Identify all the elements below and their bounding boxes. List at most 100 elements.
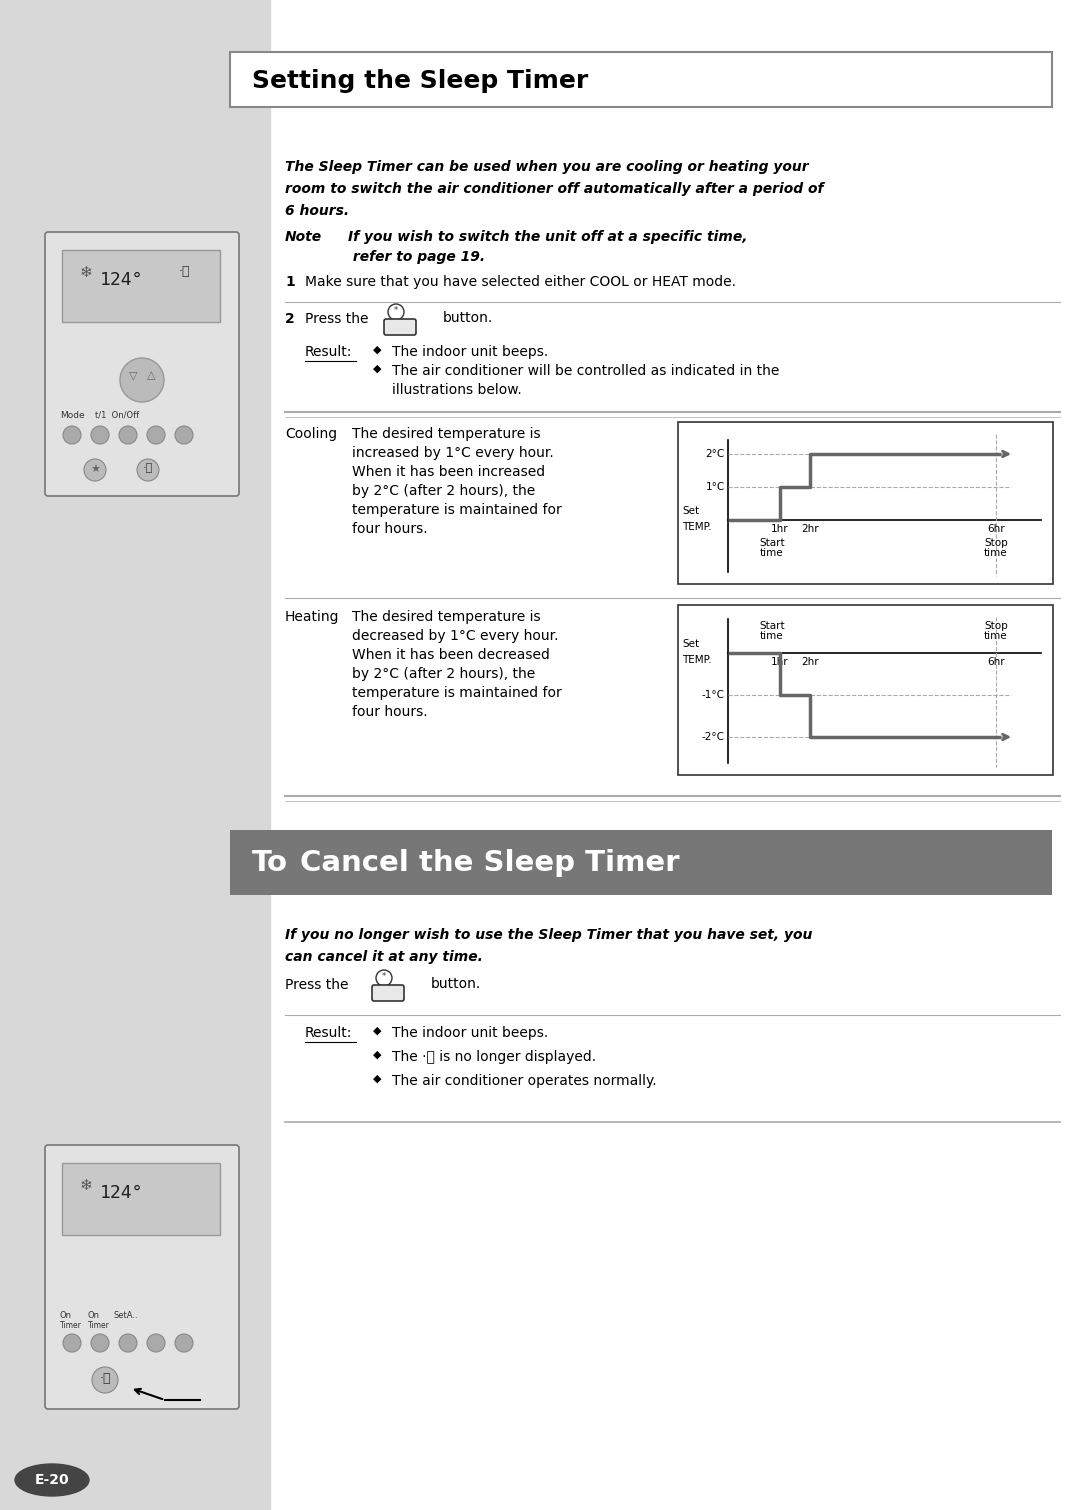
Text: Heating: Heating bbox=[285, 610, 339, 624]
Circle shape bbox=[147, 426, 165, 444]
Text: The Sleep Timer can be used when you are cooling or heating your: The Sleep Timer can be used when you are… bbox=[285, 160, 809, 174]
Text: ◆: ◆ bbox=[373, 1025, 381, 1036]
Text: Mode: Mode bbox=[60, 411, 84, 420]
Text: ◆: ◆ bbox=[373, 344, 381, 355]
Text: TEMP.: TEMP. bbox=[681, 655, 712, 664]
Text: 2hr: 2hr bbox=[801, 524, 819, 535]
Text: can cancel it at any time.: can cancel it at any time. bbox=[285, 950, 483, 963]
Text: ·ⓓ: ·ⓓ bbox=[143, 464, 153, 473]
Text: Timer: Timer bbox=[60, 1321, 82, 1329]
FancyBboxPatch shape bbox=[45, 1145, 239, 1409]
Text: temperature is maintained for: temperature is maintained for bbox=[352, 686, 562, 701]
Text: Result:: Result: bbox=[305, 344, 352, 359]
Text: time: time bbox=[984, 631, 1008, 642]
Text: TEMP.: TEMP. bbox=[681, 522, 712, 532]
Text: △: △ bbox=[147, 370, 156, 381]
Text: Cooling: Cooling bbox=[285, 427, 337, 441]
Text: 124°: 124° bbox=[100, 1184, 144, 1202]
Text: *: * bbox=[394, 305, 399, 314]
Text: The air conditioner operates normally.: The air conditioner operates normally. bbox=[392, 1074, 657, 1089]
Circle shape bbox=[120, 358, 164, 402]
Circle shape bbox=[175, 426, 193, 444]
Text: four hours.: four hours. bbox=[352, 522, 428, 536]
Text: button.: button. bbox=[431, 977, 482, 991]
Text: 2hr: 2hr bbox=[801, 657, 819, 667]
Text: 2: 2 bbox=[285, 313, 295, 326]
Text: ·ⓓ: ·ⓓ bbox=[178, 264, 190, 278]
FancyBboxPatch shape bbox=[45, 233, 239, 495]
Text: The air conditioner will be controlled as indicated in the: The air conditioner will be controlled a… bbox=[392, 364, 780, 378]
Circle shape bbox=[92, 1367, 118, 1394]
Text: On: On bbox=[60, 1311, 72, 1320]
Text: Cancel the Sleep Timer: Cancel the Sleep Timer bbox=[300, 849, 679, 877]
Text: Setting the Sleep Timer: Setting the Sleep Timer bbox=[252, 69, 589, 94]
Text: Press the: Press the bbox=[305, 313, 368, 326]
Text: ★: ★ bbox=[90, 465, 100, 476]
Ellipse shape bbox=[15, 1465, 89, 1496]
Circle shape bbox=[137, 459, 159, 482]
Circle shape bbox=[147, 1333, 165, 1351]
Text: Set: Set bbox=[681, 506, 699, 516]
Bar bbox=[0, 0, 270, 1510]
Text: ❄: ❄ bbox=[80, 1178, 93, 1193]
Circle shape bbox=[63, 1333, 81, 1351]
Text: ◆: ◆ bbox=[373, 364, 381, 374]
Circle shape bbox=[84, 459, 106, 482]
Text: *: * bbox=[382, 971, 387, 980]
Text: Result:: Result: bbox=[305, 1025, 352, 1040]
Text: Stop: Stop bbox=[984, 538, 1008, 548]
Text: decreased by 1°C every hour.: decreased by 1°C every hour. bbox=[352, 630, 558, 643]
Text: ·ⓓ: ·ⓓ bbox=[99, 1371, 111, 1385]
Text: The desired temperature is: The desired temperature is bbox=[352, 610, 541, 624]
Text: The ·ⓓ is no longer displayed.: The ·ⓓ is no longer displayed. bbox=[392, 1049, 596, 1065]
Text: Set: Set bbox=[681, 639, 699, 649]
Text: ▽: ▽ bbox=[129, 370, 137, 381]
Text: 124°: 124° bbox=[100, 270, 144, 288]
Circle shape bbox=[91, 426, 109, 444]
Text: 1: 1 bbox=[285, 275, 295, 288]
Text: by 2°C (after 2 hours), the: by 2°C (after 2 hours), the bbox=[352, 667, 536, 681]
Text: illustrations below.: illustrations below. bbox=[392, 384, 522, 397]
Text: The indoor unit beeps.: The indoor unit beeps. bbox=[392, 1025, 549, 1040]
Circle shape bbox=[175, 1333, 193, 1351]
Text: ◆: ◆ bbox=[373, 1074, 381, 1084]
Bar bbox=[230, 51, 1052, 107]
Text: button.: button. bbox=[443, 311, 494, 325]
Text: Start: Start bbox=[759, 538, 785, 548]
Text: When it has been decreased: When it has been decreased bbox=[352, 648, 550, 661]
FancyBboxPatch shape bbox=[384, 319, 416, 335]
Text: time: time bbox=[984, 548, 1008, 559]
Text: Timer: Timer bbox=[87, 1321, 110, 1329]
Text: Press the: Press the bbox=[285, 978, 349, 992]
Text: -1°C: -1°C bbox=[702, 690, 725, 701]
Text: by 2°C (after 2 hours), the: by 2°C (after 2 hours), the bbox=[352, 485, 536, 498]
Text: 6hr: 6hr bbox=[987, 524, 1004, 535]
Text: If you wish to switch the unit off at a specific time,: If you wish to switch the unit off at a … bbox=[348, 230, 747, 245]
FancyBboxPatch shape bbox=[372, 985, 404, 1001]
Circle shape bbox=[91, 1333, 109, 1351]
Bar bbox=[62, 1163, 220, 1235]
Text: 6 hours.: 6 hours. bbox=[285, 204, 349, 217]
Text: When it has been increased: When it has been increased bbox=[352, 465, 545, 479]
Text: Note: Note bbox=[285, 230, 322, 245]
Bar bbox=[230, 831, 1052, 895]
Text: Start: Start bbox=[759, 621, 785, 631]
Text: four hours.: four hours. bbox=[352, 705, 428, 719]
Text: To: To bbox=[252, 849, 288, 877]
Text: 1°C: 1°C bbox=[705, 482, 725, 492]
Circle shape bbox=[119, 426, 137, 444]
Text: time: time bbox=[760, 548, 784, 559]
Text: E-20: E-20 bbox=[35, 1472, 69, 1487]
Circle shape bbox=[119, 1333, 137, 1351]
Text: temperature is maintained for: temperature is maintained for bbox=[352, 503, 562, 516]
Text: refer to page 19.: refer to page 19. bbox=[348, 251, 485, 264]
Text: The desired temperature is: The desired temperature is bbox=[352, 427, 541, 441]
Circle shape bbox=[63, 426, 81, 444]
Text: time: time bbox=[760, 631, 784, 642]
Text: 1hr: 1hr bbox=[771, 524, 788, 535]
Text: 1hr: 1hr bbox=[771, 657, 788, 667]
Text: Stop: Stop bbox=[984, 621, 1008, 631]
Text: 6hr: 6hr bbox=[987, 657, 1004, 667]
Text: On: On bbox=[87, 1311, 100, 1320]
Text: The indoor unit beeps.: The indoor unit beeps. bbox=[392, 344, 549, 359]
